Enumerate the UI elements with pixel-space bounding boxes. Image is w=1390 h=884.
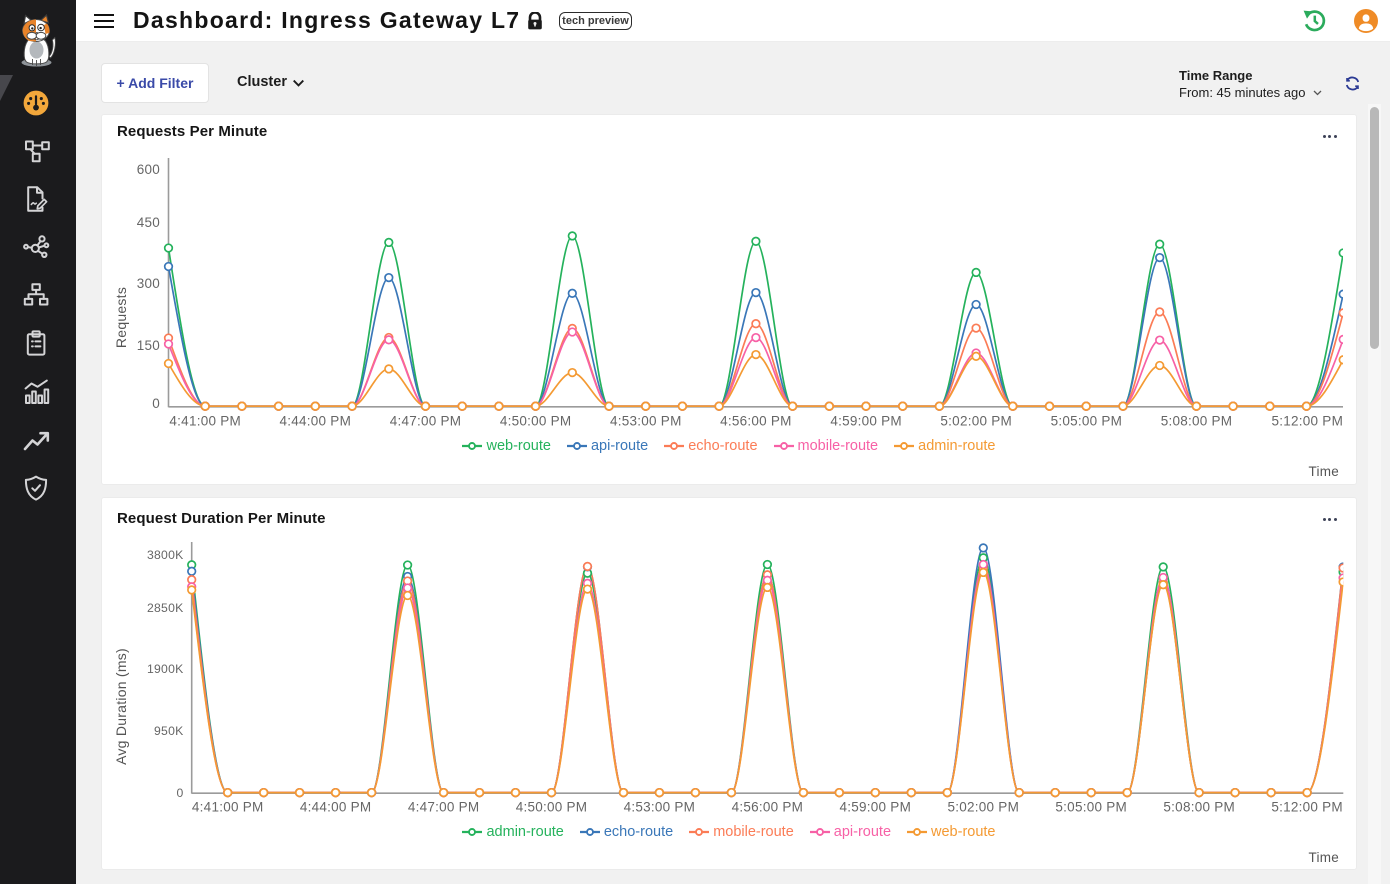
svg-text:4:59:00 PM: 4:59:00 PM [830,414,902,429]
svg-text:3800K: 3800K [147,548,184,562]
svg-text:5:02:00 PM: 5:02:00 PM [940,414,1012,429]
svg-text:4:56:00 PM: 4:56:00 PM [720,414,792,429]
svg-text:2850K: 2850K [147,601,184,615]
svg-text:5:08:00 PM: 5:08:00 PM [1161,414,1233,429]
svg-text:4:59:00 PM: 4:59:00 PM [840,800,912,815]
svg-text:4:44:00 PM: 4:44:00 PM [280,414,352,429]
svg-text:5:12:00 PM: 5:12:00 PM [1271,800,1343,815]
svg-text:5:05:00 PM: 5:05:00 PM [1051,414,1123,429]
svg-text:450: 450 [137,215,160,230]
svg-text:4:56:00 PM: 4:56:00 PM [732,800,804,815]
svg-text:4:41:00 PM: 4:41:00 PM [192,800,264,815]
svg-text:4:44:00 PM: 4:44:00 PM [300,800,372,815]
svg-text:5:12:00 PM: 5:12:00 PM [1272,414,1344,429]
svg-text:Time: Time [1309,464,1340,479]
svg-text:Time: Time [1309,850,1340,865]
svg-text:4:47:00 PM: 4:47:00 PM [408,800,480,815]
svg-text:5:08:00 PM: 5:08:00 PM [1163,800,1235,815]
svg-text:Avg Duration (ms): Avg Duration (ms) [113,648,129,765]
svg-text:4:53:00 PM: 4:53:00 PM [624,800,696,815]
svg-text:4:41:00 PM: 4:41:00 PM [169,414,241,429]
svg-text:0: 0 [152,396,160,411]
svg-text:Requests: Requests [113,287,129,348]
svg-text:600: 600 [137,162,160,177]
svg-text:150: 150 [137,338,160,353]
svg-text:4:50:00 PM: 4:50:00 PM [500,414,572,429]
svg-text:300: 300 [137,276,160,291]
svg-text:0: 0 [176,786,183,800]
svg-text:4:53:00 PM: 4:53:00 PM [610,414,682,429]
svg-text:4:47:00 PM: 4:47:00 PM [390,414,462,429]
svg-text:1900K: 1900K [147,662,184,676]
svg-text:4:50:00 PM: 4:50:00 PM [516,800,588,815]
svg-text:950K: 950K [154,724,183,738]
svg-text:5:02:00 PM: 5:02:00 PM [948,800,1020,815]
svg-text:5:05:00 PM: 5:05:00 PM [1055,800,1127,815]
